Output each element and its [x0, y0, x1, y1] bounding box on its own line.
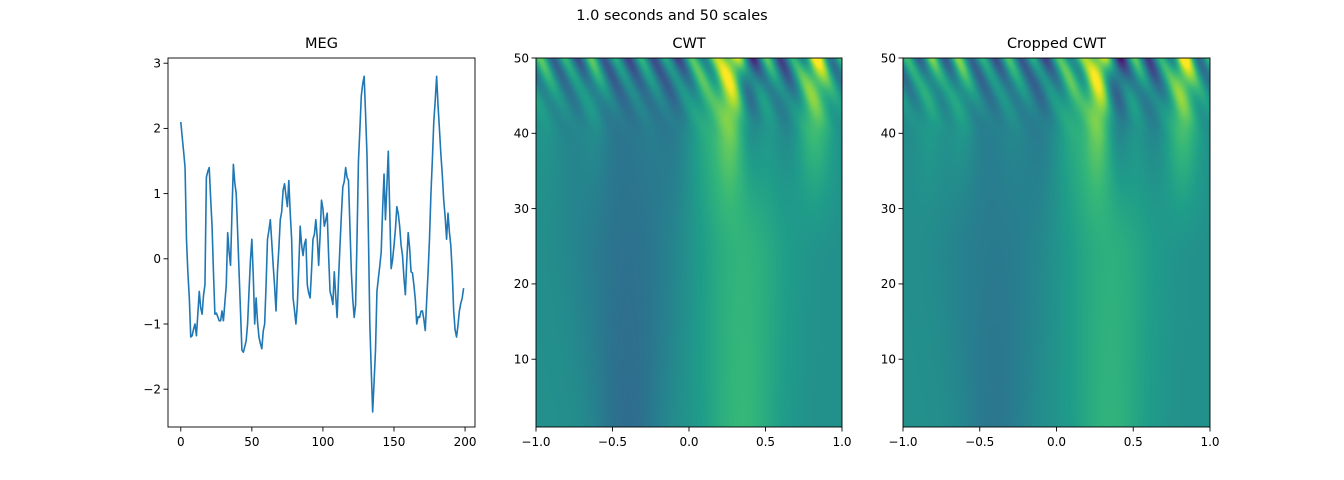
x-tick-label: 1.0 — [1200, 435, 1219, 449]
meg-line-panel: MEG 0 50 100 150 200 −2 −1 0 1 2 3 — [143, 36, 476, 449]
x-tick-label: −0.5 — [965, 435, 994, 449]
y-tick-label: 10 — [514, 353, 529, 367]
cwt-heatmap-panel: CWT −1.0 −0.5 0.0 0.5 1.0 10 20 30 40 50 — [514, 36, 852, 449]
y-tick-label: 1 — [153, 187, 161, 201]
y-tick-label: 30 — [514, 202, 529, 216]
y-tick-label: 50 — [514, 51, 529, 65]
y-tick-label: −1 — [143, 317, 161, 331]
y-tick-label: 30 — [881, 202, 896, 216]
cropped-cwt-title: Cropped CWT — [1007, 36, 1106, 52]
figure-suptitle: 1.0 seconds and 50 scales — [576, 8, 768, 24]
x-tick-label: −1.0 — [521, 435, 550, 449]
x-tick-label: 0.5 — [1124, 435, 1143, 449]
meg-ticks: 0 50 100 150 200 −2 −1 0 1 2 3 — [143, 57, 476, 449]
cropped-cwt-ticks: −1.0 −0.5 0.0 0.5 1.0 10 20 30 40 50 — [881, 51, 1220, 449]
cwt-heatmap-image — [536, 58, 842, 427]
meg-axes-frame — [167, 57, 476, 428]
y-tick-label: −2 — [143, 382, 161, 396]
y-tick-label: 50 — [881, 51, 896, 65]
cropped-cwt-heatmap-panel: Cropped CWT −1.0 −0.5 0.0 0.5 1.0 10 20 30 40 50 — [881, 36, 1220, 449]
y-tick-label: 2 — [153, 122, 161, 136]
y-tick-label: 0 — [153, 252, 161, 266]
cropped-cwt-heatmap-image — [903, 58, 1210, 427]
y-tick-label: 20 — [881, 277, 896, 291]
x-tick-label: 100 — [311, 435, 334, 449]
x-tick-label: 150 — [383, 435, 406, 449]
x-tick-label: 0.0 — [679, 435, 698, 449]
x-tick-label: 0.5 — [756, 435, 775, 449]
y-tick-label: 10 — [881, 353, 896, 367]
cwt-ticks: −1.0 −0.5 0.0 0.5 1.0 10 20 30 40 50 — [514, 51, 852, 449]
x-tick-label: −1.0 — [888, 435, 917, 449]
cwt-title: CWT — [672, 36, 705, 52]
y-tick-label: 40 — [881, 127, 896, 141]
x-tick-label: −0.5 — [598, 435, 627, 449]
x-tick-label: 0 — [177, 435, 185, 449]
y-tick-label: 3 — [153, 57, 161, 71]
meg-title: MEG — [305, 36, 338, 52]
y-tick-label: 20 — [514, 277, 529, 291]
x-tick-label: 200 — [454, 435, 477, 449]
y-tick-label: 40 — [514, 127, 529, 141]
x-tick-label: 50 — [244, 435, 259, 449]
x-tick-label: 0.0 — [1047, 435, 1066, 449]
x-tick-label: 1.0 — [832, 435, 851, 449]
meg-series-line — [179, 75, 465, 413]
